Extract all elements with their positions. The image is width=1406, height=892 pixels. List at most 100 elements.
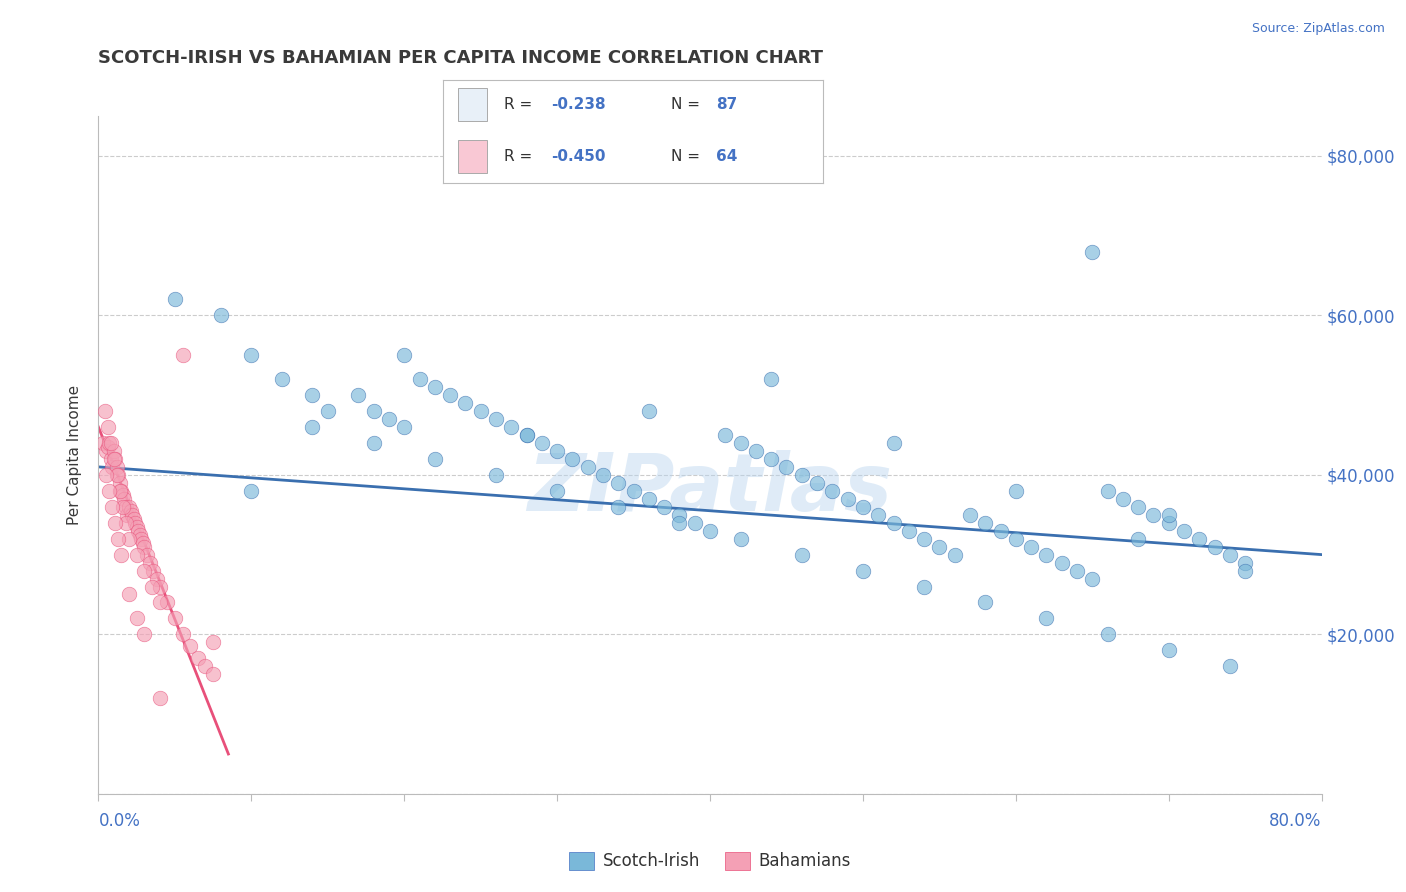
- Point: [1234, 564, 1257, 578]
- Point: [108, 475, 131, 490]
- Point: [347, 388, 370, 402]
- Point: [943, 548, 966, 562]
- Point: [745, 444, 768, 458]
- Point: [107, 532, 129, 546]
- Point: [127, 524, 149, 538]
- Point: [423, 380, 446, 394]
- Point: [104, 451, 127, 466]
- Text: -0.238: -0.238: [551, 97, 606, 112]
- Text: SCOTCH-IRISH VS BAHAMIAN PER CAPITA INCOME CORRELATION CHART: SCOTCH-IRISH VS BAHAMIAN PER CAPITA INCO…: [98, 49, 824, 67]
- Point: [118, 587, 141, 601]
- Point: [638, 491, 661, 506]
- Point: [1035, 611, 1057, 625]
- Legend: Scotch-Irish, Bahamians: Scotch-Irish, Bahamians: [562, 845, 858, 877]
- Point: [392, 420, 416, 434]
- Point: [912, 580, 935, 594]
- Point: [1097, 627, 1119, 641]
- Point: [1188, 532, 1211, 546]
- Point: [516, 428, 538, 442]
- Point: [172, 627, 194, 641]
- Point: [136, 548, 159, 562]
- Point: [883, 516, 905, 530]
- Point: [118, 500, 141, 514]
- Point: [179, 640, 201, 654]
- Point: [775, 459, 797, 474]
- Point: [1234, 556, 1257, 570]
- Point: [790, 467, 813, 482]
- Point: [439, 388, 461, 402]
- Point: [94, 467, 117, 482]
- Point: [94, 444, 117, 458]
- Point: [100, 436, 122, 450]
- Point: [454, 396, 477, 410]
- Point: [107, 467, 129, 482]
- Point: [1219, 548, 1241, 562]
- Point: [1157, 516, 1180, 530]
- Point: [134, 627, 156, 641]
- Text: 80.0%: 80.0%: [1270, 812, 1322, 830]
- Text: N =: N =: [671, 97, 704, 112]
- Point: [149, 580, 172, 594]
- Point: [868, 508, 890, 522]
- Bar: [458, 140, 486, 173]
- Point: [730, 436, 752, 450]
- Point: [959, 508, 981, 522]
- Point: [209, 309, 232, 323]
- Point: [134, 540, 156, 554]
- Text: R =: R =: [503, 97, 537, 112]
- Text: 87: 87: [716, 97, 738, 112]
- Point: [668, 516, 690, 530]
- Point: [110, 548, 132, 562]
- Point: [1112, 491, 1135, 506]
- Point: [1004, 532, 1026, 546]
- Point: [974, 516, 997, 530]
- Point: [837, 491, 859, 506]
- Point: [301, 420, 323, 434]
- Point: [117, 508, 139, 522]
- Point: [852, 564, 875, 578]
- Point: [1128, 500, 1150, 514]
- Point: [104, 516, 127, 530]
- Point: [1081, 244, 1104, 259]
- Point: [1219, 659, 1241, 673]
- Point: [103, 444, 125, 458]
- Point: [546, 444, 568, 458]
- Point: [97, 440, 120, 454]
- Point: [142, 564, 165, 578]
- Point: [990, 524, 1012, 538]
- Point: [378, 412, 401, 426]
- Point: [270, 372, 294, 386]
- Point: [134, 564, 156, 578]
- Point: [125, 611, 148, 625]
- Text: R =: R =: [503, 149, 537, 164]
- Point: [91, 436, 114, 450]
- Point: [316, 404, 339, 418]
- Point: [1157, 508, 1180, 522]
- Point: [1066, 564, 1088, 578]
- Point: [1004, 483, 1026, 498]
- Point: [485, 467, 508, 482]
- Point: [668, 508, 690, 522]
- Point: [1050, 556, 1073, 570]
- Point: [1097, 483, 1119, 498]
- Point: [1128, 532, 1150, 546]
- Point: [101, 459, 124, 474]
- Text: -0.450: -0.450: [551, 149, 606, 164]
- Point: [100, 451, 122, 466]
- Point: [118, 532, 141, 546]
- Point: [240, 483, 263, 498]
- Point: [108, 483, 131, 498]
- Point: [638, 404, 661, 418]
- Point: [105, 459, 128, 474]
- Point: [301, 388, 323, 402]
- Point: [1173, 524, 1195, 538]
- Point: [112, 491, 135, 506]
- Point: [806, 475, 828, 490]
- Point: [730, 532, 752, 546]
- Point: [129, 532, 152, 546]
- Point: [202, 635, 225, 649]
- Point: [576, 459, 599, 474]
- Point: [194, 659, 217, 673]
- Bar: [458, 88, 486, 121]
- Point: [761, 451, 783, 466]
